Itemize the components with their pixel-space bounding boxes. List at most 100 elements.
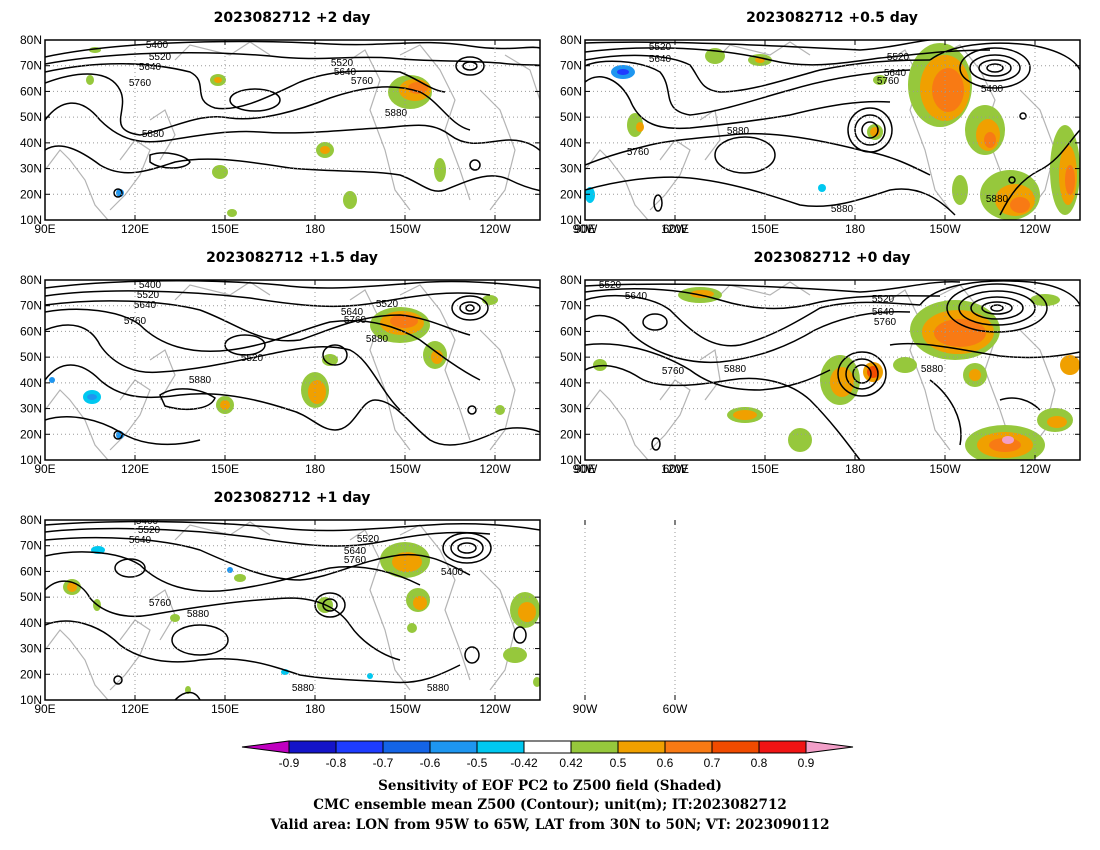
colorbar-tick-label: 0.42 bbox=[559, 756, 583, 770]
contour-label: 5760 bbox=[129, 78, 152, 89]
colorbar-max-triangle bbox=[805, 740, 854, 754]
lon-tick-label: 150W bbox=[929, 462, 961, 476]
contour-label: 5400 bbox=[441, 567, 464, 578]
caption-line-2: CMC ensemble mean Z500 (Contour); unit(m… bbox=[313, 797, 786, 813]
panel-title: 2023082712 +0 day bbox=[754, 250, 911, 266]
lon-tick-label: 90W bbox=[573, 222, 598, 236]
lat-tick-label: 80N bbox=[560, 273, 582, 287]
lon-tick-label: 180 bbox=[845, 222, 865, 236]
map-border bbox=[44, 519, 541, 701]
map-frames: 90E 120E 150E 180 150W 120W 90W 60W 80N 70N 60N 50N… bbox=[20, 33, 1081, 716]
colorbar-box bbox=[335, 740, 384, 754]
colorbar-box bbox=[711, 740, 760, 754]
contour-label: 5760 bbox=[351, 76, 374, 87]
lat-tick-label: 50N bbox=[560, 350, 582, 364]
lat-tick-label: 20N bbox=[20, 427, 42, 441]
contour-label: 5400 bbox=[146, 40, 169, 51]
contour-label: 5880 bbox=[187, 609, 210, 620]
lon-tick-label: 120W bbox=[479, 462, 511, 476]
colorbar-tick-label: 0.8 bbox=[751, 756, 768, 770]
lat-tick-label: 10N bbox=[20, 453, 42, 467]
panel-plus-0-day: 2023082712 +0 day bbox=[585, 250, 1080, 460]
map-border bbox=[44, 279, 541, 461]
contour-labels: 5400 5520 5640 5760 5520 5640 5760 5880 … bbox=[129, 40, 408, 140]
colorbar-tick-label: -0.6 bbox=[420, 756, 441, 770]
lat-tick-label: 30N bbox=[20, 402, 42, 416]
lat-tick-label: 60N bbox=[20, 564, 42, 578]
colorbar-tick-label: 0.6 bbox=[657, 756, 674, 770]
map-border bbox=[584, 279, 1081, 461]
colorbar-box bbox=[382, 740, 431, 754]
lat-tick-label: 70N bbox=[20, 59, 42, 73]
panel-plus-0-5-day: 2023082712 +0.5 day bbox=[585, 10, 1080, 220]
lat-tick-label: 60N bbox=[20, 324, 42, 338]
lat-tick-label: 30N bbox=[560, 402, 582, 416]
shading bbox=[49, 295, 505, 439]
contour-label: 5520 bbox=[137, 290, 160, 301]
lat-tick-label: 20N bbox=[20, 187, 42, 201]
caption-line-1: Sensitivity of EOF PC2 to Z500 field (Sh… bbox=[378, 778, 722, 794]
lat-tick-label: 30N bbox=[560, 162, 582, 176]
coastlines bbox=[45, 521, 516, 700]
lon-tick-label: 180 bbox=[305, 222, 325, 236]
contour-label: 5640 bbox=[139, 62, 162, 73]
contour-label: 5880 bbox=[189, 375, 212, 386]
colorbar-tick-label: -0.5 bbox=[467, 756, 488, 770]
contour-label: 5640 bbox=[872, 307, 895, 318]
lon-tick-label: 120E bbox=[121, 462, 149, 476]
panel-title: 2023082712 +1 day bbox=[214, 490, 371, 506]
lat-tick-label: 10N bbox=[560, 453, 582, 467]
contours bbox=[585, 280, 1080, 460]
lon-tick-label: 60W bbox=[663, 702, 688, 716]
lon-tick-label: 120E bbox=[121, 222, 149, 236]
contour-label: 5760 bbox=[344, 555, 367, 566]
contour-label: 5880 bbox=[921, 364, 944, 375]
lat-tick-label: 10N bbox=[20, 213, 42, 227]
lon-tick-label: 60W bbox=[663, 222, 688, 236]
colorbar-tick-label: 0.7 bbox=[704, 756, 721, 770]
lat-tick-label: 80N bbox=[20, 273, 42, 287]
lon-tick-label: 120E bbox=[661, 222, 689, 236]
lon-tick-label: 120W bbox=[479, 222, 511, 236]
lon-tick-label: 120E bbox=[121, 702, 149, 716]
contour-label: 5640 bbox=[649, 54, 672, 65]
colorbar-boxes bbox=[241, 740, 854, 754]
lon-tick-label: 120W bbox=[1019, 222, 1051, 236]
lon-tick-label: 90E bbox=[34, 462, 55, 476]
lat-tick-label: 30N bbox=[20, 642, 42, 656]
caption: Sensitivity of EOF PC2 to Z500 field (Sh… bbox=[270, 778, 830, 833]
lat-tick-label: 50N bbox=[560, 110, 582, 124]
contour-label: 5760 bbox=[124, 316, 147, 327]
colorbar-tick-labels: -0.9 -0.8 -0.7 -0.6 -0.5 -0.42 0.42 0.5 0.6 0.7 0.… bbox=[279, 756, 815, 770]
contour-label: 5880 bbox=[727, 126, 750, 137]
colorbar-box bbox=[617, 740, 666, 754]
contour-label: 5520 bbox=[357, 534, 380, 545]
contour-label: 5520 bbox=[241, 353, 264, 364]
lon-tick-label: 90W bbox=[573, 702, 598, 716]
lat-tick-label: 20N bbox=[20, 667, 42, 681]
colorbar-box bbox=[570, 740, 619, 754]
lon-tick-label: 90E bbox=[34, 222, 55, 236]
contour-label: 5760 bbox=[627, 147, 650, 158]
contour-lines bbox=[45, 520, 540, 700]
colorbar-box bbox=[664, 740, 713, 754]
contour-label: 5400 bbox=[139, 280, 162, 291]
contour-label: 5760 bbox=[662, 366, 685, 377]
colorbar-box bbox=[523, 740, 572, 754]
contour-label: 5640 bbox=[334, 67, 357, 78]
map-frame: 90E 120E 150E 180 150W 120W 90W 60W 80N 70N 60N 50N… bbox=[20, 33, 688, 236]
contour-label: 5880 bbox=[366, 334, 389, 345]
lat-tick-label: 40N bbox=[20, 376, 42, 390]
lat-tick-label: 70N bbox=[20, 539, 42, 553]
map-frame: 90E 120E 150E 180 150W 120W 90W 60W 80N 70N 60N 50N… bbox=[20, 513, 688, 716]
lat-tick-label: 70N bbox=[20, 299, 42, 313]
contour-label: 5640 bbox=[341, 307, 364, 318]
lon-tick-label: 150W bbox=[389, 222, 421, 236]
contour-label: 5520 bbox=[599, 280, 622, 291]
lat-tick-label: 50N bbox=[20, 350, 42, 364]
lat-tick-label: 40N bbox=[560, 136, 582, 150]
colorbar-box bbox=[288, 740, 337, 754]
contour-labels: 5520 5640 5520 5640 5760 5400 5880 5760 … bbox=[627, 42, 1009, 215]
colorbar-tick-label: -0.42 bbox=[510, 756, 538, 770]
lon-tick-label: 150W bbox=[389, 702, 421, 716]
